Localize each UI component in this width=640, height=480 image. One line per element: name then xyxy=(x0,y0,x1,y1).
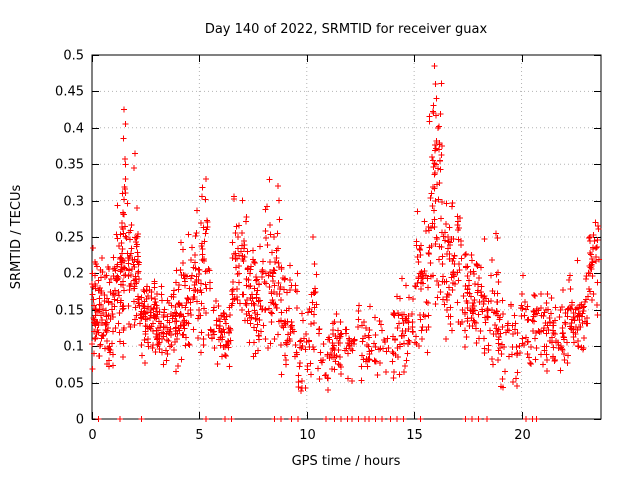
y-tick-label: 0.4 xyxy=(63,122,84,137)
y-tick-label: 0.1 xyxy=(63,340,84,355)
y-tick-label: 0.45 xyxy=(55,85,84,100)
scatter-markers xyxy=(89,63,602,422)
axis-ticks xyxy=(92,55,601,420)
y-tick-label: 0.3 xyxy=(63,195,84,210)
x-tick-label: 0 xyxy=(88,428,96,443)
x-tick-label: 20 xyxy=(514,428,531,443)
data-points xyxy=(89,63,602,422)
grid-lines xyxy=(92,55,601,419)
x-tick-label: 5 xyxy=(195,428,203,443)
y-tick-label: 0.15 xyxy=(55,304,84,319)
y-tick-label: 0.35 xyxy=(55,158,84,173)
x-axis-label: GPS time / hours xyxy=(292,454,401,469)
y-tick-label: 0.25 xyxy=(55,231,84,246)
y-tick-label: 0.5 xyxy=(63,49,84,64)
y-tick-label: 0.05 xyxy=(55,377,84,392)
x-tick-label: 10 xyxy=(299,428,316,443)
x-tick-label: 15 xyxy=(406,428,423,443)
y-tick-label: 0 xyxy=(76,413,84,428)
y-tick-label: 0.2 xyxy=(63,267,84,282)
tick-labels: 0 5 10 15 20 0 0.05 0.1 0.15 0.2 0.25 0.3 0.35 0.4 0.4… xyxy=(55,49,531,444)
chart-title: Day 140 of 2022, SRMTID for receiver gua… xyxy=(205,22,488,37)
y-axis-label: SRMTID / TECUs xyxy=(9,185,24,290)
